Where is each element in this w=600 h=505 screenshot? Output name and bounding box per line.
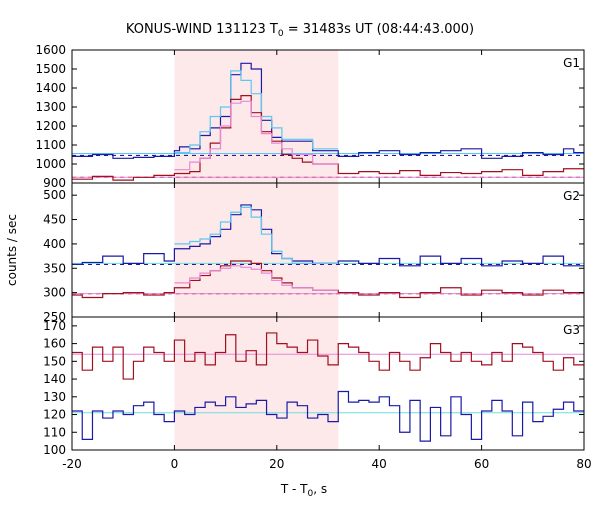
series-g1-dark-red bbox=[72, 95, 584, 181]
series-g1-light-blue bbox=[174, 70, 339, 154]
y-tick-label-g1-2: 1100 bbox=[35, 138, 66, 152]
series-group bbox=[72, 62, 584, 442]
y-tick-label-g1-4: 1300 bbox=[35, 100, 66, 114]
x-axis-label: T - T0, s bbox=[280, 482, 327, 499]
y-tick-label-g3-7: 170 bbox=[43, 319, 66, 333]
x-axis-label-rest: , s bbox=[313, 482, 327, 496]
y-tick-label-g3-3: 130 bbox=[43, 390, 66, 404]
y-tick-label-g2-3: 400 bbox=[43, 237, 66, 251]
y-tick-label-g2-2: 350 bbox=[43, 261, 66, 275]
y-tick-label-g1-1: 1000 bbox=[35, 157, 66, 171]
panel-frames-group bbox=[71, 49, 585, 451]
y-tick-label-g3-2: 120 bbox=[43, 408, 66, 422]
series-g2-dark-red bbox=[72, 260, 584, 299]
series-g3-dark-red bbox=[72, 332, 584, 380]
x-tick-label-2: 20 bbox=[269, 457, 284, 471]
y-tick-label-g1-6: 1500 bbox=[35, 62, 66, 76]
panel-label-g1: G1 bbox=[563, 56, 580, 70]
y-tick-label-g1-3: 1200 bbox=[35, 119, 66, 133]
chart-title: KONUS-WIND 131123 T0 = 31483s UT (08:44:… bbox=[126, 22, 474, 39]
y-tick-label-g2-0: 250 bbox=[43, 310, 66, 324]
series-g3-dark-blue bbox=[72, 390, 584, 442]
y-tick-label-g1-5: 1400 bbox=[35, 81, 66, 95]
x-tick-label-5: 80 bbox=[576, 457, 591, 471]
y-tick-label-g2-1: 300 bbox=[43, 286, 66, 300]
series-g2-dark-blue bbox=[72, 204, 584, 267]
chart-title-subscript: 0 bbox=[278, 29, 284, 39]
y-tick-label-g1-7: 1600 bbox=[35, 43, 66, 57]
y-tick-label-g3-4: 140 bbox=[43, 372, 66, 386]
x-axis-label-subscript: 0 bbox=[308, 489, 314, 499]
chart-title-main: KONUS-WIND 131123 T bbox=[126, 22, 278, 37]
x-tick-label-3: 40 bbox=[372, 457, 387, 471]
highlight-interval-group bbox=[174, 50, 339, 450]
panel-frame-g3 bbox=[71, 316, 585, 451]
series-g2-pink bbox=[174, 265, 339, 291]
y-tick-label-g3-0: 100 bbox=[43, 443, 66, 457]
y-tick-label-g2-4: 450 bbox=[43, 213, 66, 227]
highlight-interval bbox=[174, 50, 339, 450]
x-axis-label-main: T - T bbox=[280, 482, 308, 496]
panel-label-g3: G3 bbox=[563, 323, 580, 337]
x-tick-label-1: 0 bbox=[171, 457, 179, 471]
y-axis-label: counts / sec bbox=[5, 214, 19, 286]
x-tick-label-4: 60 bbox=[474, 457, 489, 471]
y-tick-label-g3-6: 160 bbox=[43, 337, 66, 351]
series-g2-light-blue bbox=[174, 206, 339, 264]
x-tick-label-0: -20 bbox=[62, 457, 82, 471]
ticks-group: G19001000110012001300140015001600G225030… bbox=[35, 43, 591, 471]
panel-label-g2: G2 bbox=[563, 189, 580, 203]
y-tick-label-g1-0: 900 bbox=[43, 176, 66, 190]
chart-title-rest: = 31483s UT (08:44:43.000) bbox=[284, 22, 474, 37]
y-tick-label-g3-1: 110 bbox=[43, 425, 66, 439]
y-tick-label-g3-5: 150 bbox=[43, 354, 66, 368]
series-g1-pink bbox=[174, 100, 339, 171]
y-tick-label-g2-5: 500 bbox=[43, 188, 66, 202]
